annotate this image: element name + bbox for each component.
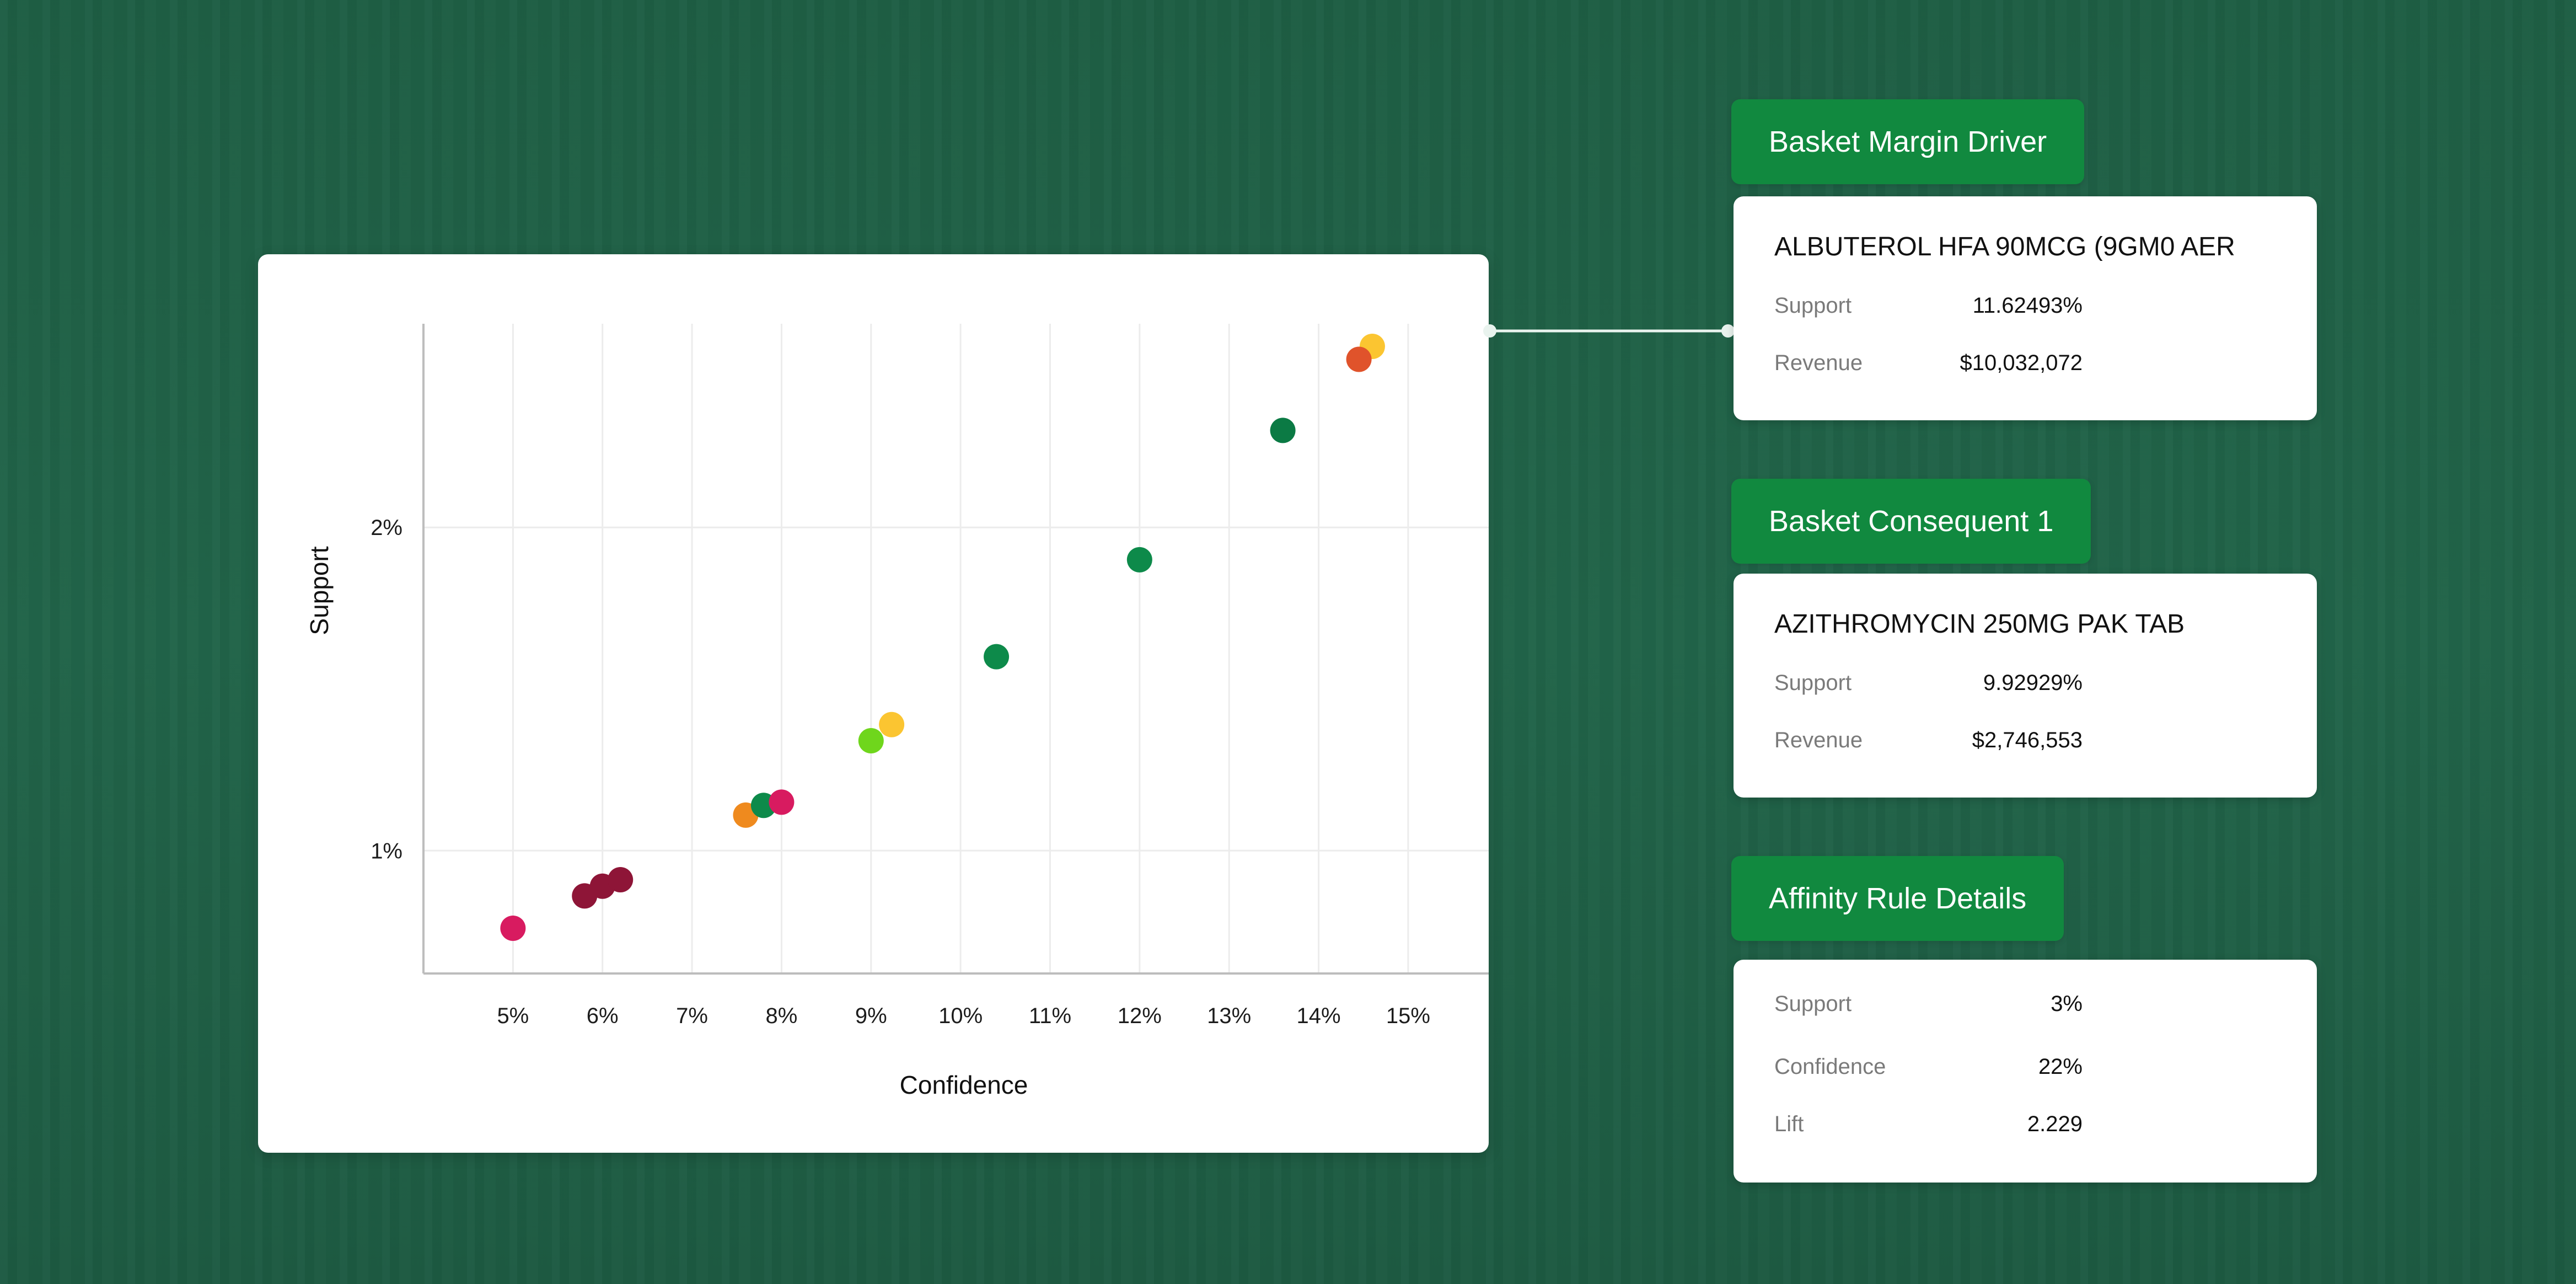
y-tick-label: 1% <box>371 839 402 863</box>
x-tick-label: 5% <box>497 1004 529 1028</box>
chart-axes <box>422 324 1489 975</box>
data-point[interactable] <box>769 789 795 815</box>
data-point[interactable] <box>500 915 526 941</box>
data-point[interactable] <box>879 711 905 737</box>
basket-margin-driver-tag: Basket Margin Driver <box>1731 99 2085 184</box>
consequent-revenue-label: Revenue <box>1774 728 1863 752</box>
rule-confidence-label: Confidence <box>1774 1055 1886 1079</box>
driver-revenue-label: Revenue <box>1774 351 1863 375</box>
data-point[interactable] <box>984 644 1010 670</box>
x-tick-label: 9% <box>855 1004 887 1028</box>
x-tick-label: 13% <box>1207 1004 1251 1028</box>
basket-consequent-card: AZITHROMYCIN 250MG PAK TAB Support 9.929… <box>1734 574 2317 798</box>
data-point[interactable] <box>858 728 884 754</box>
rule-confidence-value: 22% <box>2038 1055 2083 1079</box>
y-axis-title: Support <box>305 546 334 635</box>
consequent-support-value: 9.92929% <box>1983 671 2083 695</box>
chart-grid <box>423 324 1489 973</box>
rule-support-value: 3% <box>2051 992 2083 1016</box>
y-tick-label: 2% <box>371 516 402 540</box>
scatter-chart-card: 5% 6% 7% 8% 9% 10% 11% 12% 13% 14% 15% 1% 2% Confid… <box>258 254 1489 1153</box>
x-tick-label: 12% <box>1118 1004 1162 1028</box>
affinity-rule-details-card: Support 3% Confidence 22% Lift 2.229 <box>1734 960 2317 1183</box>
x-tick-label: 14% <box>1296 1004 1340 1028</box>
rule-lift-value: 2.229 <box>2027 1112 2083 1136</box>
rule-lift-label: Lift <box>1774 1112 1804 1136</box>
consequent-product-name: AZITHROMYCIN 250MG PAK TAB <box>1774 609 2185 639</box>
x-tick-label: 11% <box>1029 1004 1071 1028</box>
driver-support-value: 11.62493% <box>1972 293 2083 318</box>
basket-margin-driver-card: ALBUTEROL HFA 90MCG (9GM0 AER Support 11… <box>1734 196 2317 420</box>
x-tick-label: 6% <box>587 1004 619 1028</box>
consequent-support-label: Support <box>1774 671 1852 695</box>
data-point[interactable] <box>1346 346 1372 372</box>
x-tick-label: 7% <box>676 1004 708 1028</box>
data-point[interactable] <box>1270 418 1296 443</box>
scatter-chart: 5% 6% 7% 8% 9% 10% 11% 12% 13% 14% 15% 1% 2% Confid… <box>305 324 1489 1099</box>
x-tick-label: 10% <box>938 1004 983 1028</box>
driver-support-label: Support <box>1774 293 1852 318</box>
x-axis-title: Confidence <box>900 1071 1028 1099</box>
x-tick-label: 8% <box>766 1004 798 1028</box>
x-axis-ticks: 5% 6% 7% 8% 9% 10% 11% 12% 13% 14% 15% <box>497 1004 1430 1028</box>
driver-product-name: ALBUTEROL HFA 90MCG (9GM0 AER <box>1774 232 2235 261</box>
data-point[interactable] <box>1126 547 1152 573</box>
data-point[interactable] <box>608 867 634 893</box>
data-points <box>500 334 1385 941</box>
x-tick-label: 15% <box>1386 1004 1430 1028</box>
driver-revenue-value: $10,032,072 <box>1960 351 2083 375</box>
connector-end-dot <box>1721 324 1735 338</box>
basket-consequent-tag: Basket Consequent 1 <box>1731 479 2091 564</box>
affinity-rule-details-tag: Affinity Rule Details <box>1731 856 2064 941</box>
consequent-revenue-value: $2,746,553 <box>1972 728 2083 752</box>
y-axis-ticks: 1% 2% <box>371 516 402 863</box>
rule-support-label: Support <box>1774 992 1852 1016</box>
